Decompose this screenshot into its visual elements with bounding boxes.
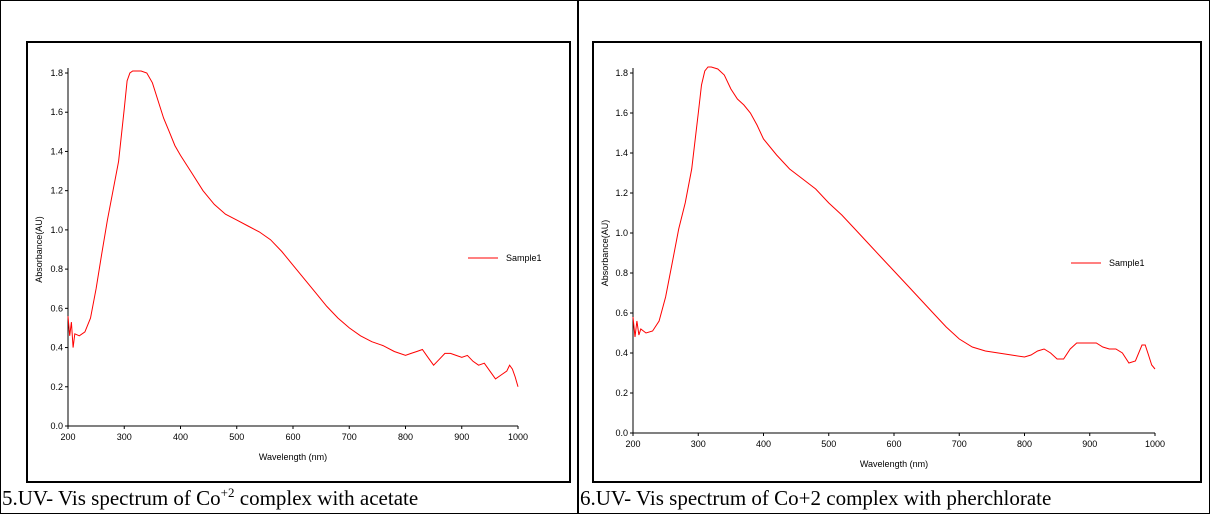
- x-tick-label: 500: [229, 432, 244, 442]
- x-tick-label: 300: [691, 439, 706, 449]
- figure-caption: 5.UV- Vis spectrum of Co+2 complex with …: [1, 478, 418, 513]
- x-tick-label: 900: [454, 432, 469, 442]
- x-tick-label: 700: [342, 432, 357, 442]
- y-tick-label: 1.4: [615, 148, 628, 158]
- y-tick-label: 1.6: [615, 108, 628, 118]
- x-tick-label: 200: [625, 439, 640, 449]
- x-tick-label: 800: [1017, 439, 1032, 449]
- x-tick-label: 600: [886, 439, 901, 449]
- x-tick-label: 1000: [508, 432, 528, 442]
- y-tick-label: 0.6: [615, 308, 628, 318]
- x-tick-label: 900: [1082, 439, 1097, 449]
- y-tick-label: 1.6: [50, 107, 63, 117]
- x-tick-label: 700: [952, 439, 967, 449]
- x-tick-label: 200: [60, 432, 75, 442]
- series-line-sample1: [67, 70, 519, 387]
- legend-label: Sample1: [506, 253, 542, 263]
- y-tick-label: 0.4: [50, 343, 63, 353]
- figure-caption: 6.UV- Vis spectrum of Co+2 complex with …: [579, 478, 1051, 513]
- y-axis-label: Absorbance(AU): [600, 220, 610, 287]
- caption-text: 5.UV- Vis spectrum of Co: [2, 486, 221, 510]
- y-tick-label: 1.0: [50, 225, 63, 235]
- y-tick-label: 0.6: [50, 303, 63, 313]
- y-tick-label: 1.8: [615, 68, 628, 78]
- chart-acetate: 200 300 400 500 600 700 800 900 1000 0.0 0.2 0.4 0.6…: [34, 68, 542, 462]
- x-tick-label: 400: [173, 432, 188, 442]
- y-tick-label: 1.2: [50, 186, 63, 196]
- caption-text-end: complex with acetate: [234, 486, 419, 510]
- legend-label: Sample1: [1109, 258, 1145, 268]
- x-tick-label: 400: [756, 439, 771, 449]
- y-tick-label: 0.0: [50, 421, 63, 431]
- x-tick-label: 300: [117, 432, 132, 442]
- x-tick-label: 800: [398, 432, 413, 442]
- y-tick-label: 1.2: [615, 188, 628, 198]
- series-line-sample1: [632, 66, 1156, 370]
- y-tick-label: 0.4: [615, 348, 628, 358]
- chart-frame: 200 300 400 500 600 700 800 900 1000 0.0 0.2 0.4 0.6…: [592, 41, 1202, 483]
- chart-cell-acetate: 200 300 400 500 600 700 800 900 1000 0.0 0.2 0.4 0.6…: [0, 0, 578, 514]
- chart-perchlorate: 200 300 400 500 600 700 800 900 1000 0.0 0.2 0.4 0.6…: [600, 66, 1165, 469]
- chart-frame: 200 300 400 500 600 700 800 900 1000 0.0 0.2 0.4 0.6…: [26, 41, 571, 483]
- y-tick-label: 0.8: [615, 268, 628, 278]
- y-tick-label: 0.2: [50, 382, 63, 392]
- y-tick-label: 0.2: [615, 388, 628, 398]
- caption-text: 6.UV- Vis spectrum of Co+2 complex with …: [580, 486, 1052, 510]
- x-axis-label: Wavelength (nm): [259, 452, 327, 462]
- x-axis-label: Wavelength (nm): [860, 459, 928, 469]
- y-tick-label: 1.4: [50, 146, 63, 156]
- chart-cell-perchlorate: 200 300 400 500 600 700 800 900 1000 0.0 0.2 0.4 0.6…: [577, 0, 1210, 514]
- x-tick-label: 500: [821, 439, 836, 449]
- y-tick-label: 1.8: [50, 68, 63, 78]
- y-tick-label: 1.0: [615, 228, 628, 238]
- y-axis-label: Absorbance(AU): [34, 216, 44, 283]
- caption-superscript: +2: [220, 485, 235, 500]
- x-tick-label: 600: [285, 432, 300, 442]
- y-tick-label: 0.0: [615, 428, 628, 438]
- x-tick-label: 1000: [1145, 439, 1165, 449]
- y-tick-label: 0.8: [50, 264, 63, 274]
